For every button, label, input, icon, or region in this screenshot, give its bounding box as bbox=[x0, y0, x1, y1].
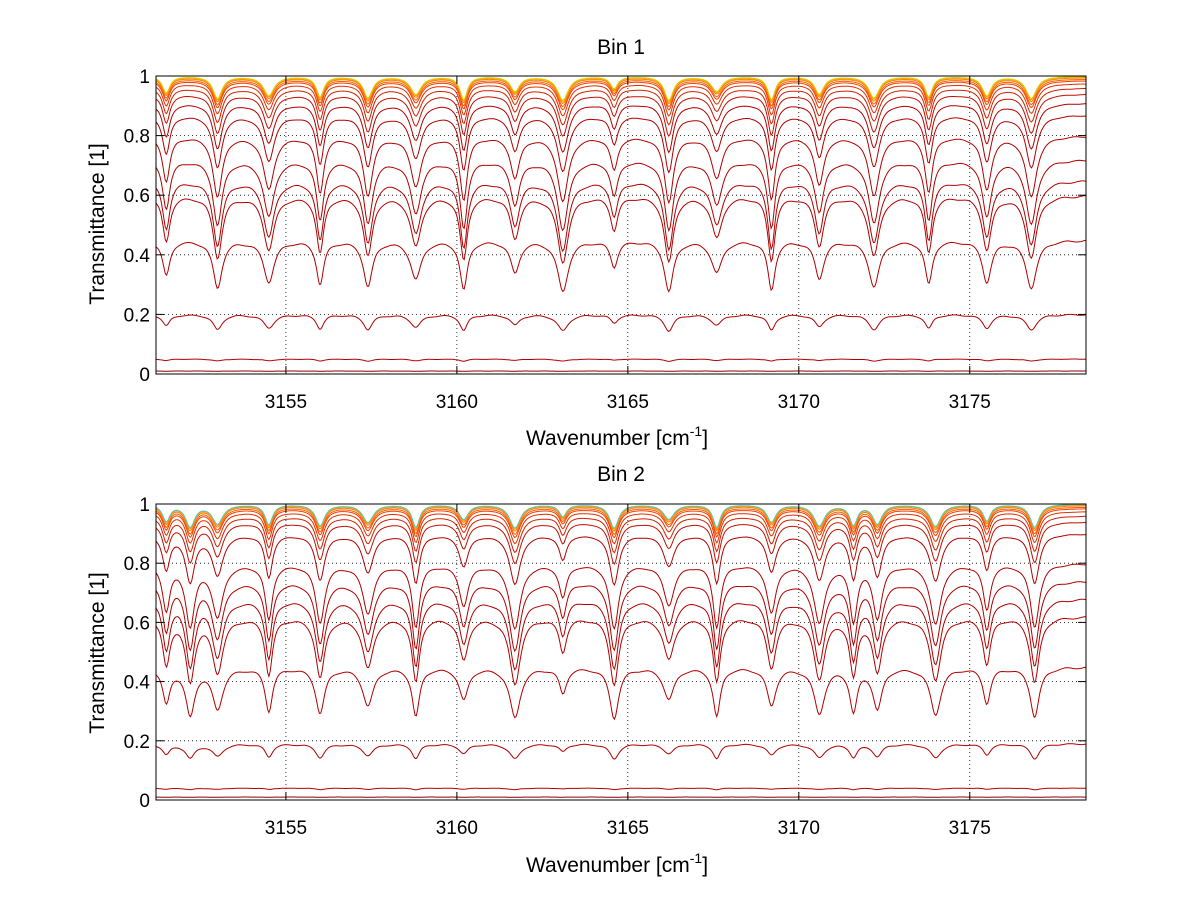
x-tick-label: 3160 bbox=[436, 818, 478, 839]
chart-panel-bin-2: Bin 2 3155 3160 3165 3170 3175 0 0.2 0.4 0.6 0.8… bbox=[86, 463, 1087, 877]
series-line bbox=[155, 80, 1087, 111]
x-tick-label: 3175 bbox=[949, 392, 991, 413]
series-line bbox=[155, 503, 1086, 529]
series-line bbox=[155, 616, 1086, 687]
x-tick-label: 3155 bbox=[265, 818, 307, 839]
series-line bbox=[155, 511, 1086, 545]
y-tick-label: 0 bbox=[139, 365, 150, 386]
series-line bbox=[155, 195, 1086, 264]
x-axis-label-close: ] bbox=[702, 427, 708, 450]
series-layer bbox=[155, 503, 1087, 801]
series-line bbox=[155, 666, 1087, 721]
x-tick-label: 3170 bbox=[778, 818, 820, 839]
y-tick-label: 0.2 bbox=[124, 305, 150, 326]
series-line bbox=[155, 180, 1087, 252]
series-line bbox=[155, 787, 1086, 791]
y-axis-label: Transmittance [1] bbox=[86, 143, 109, 304]
series-line bbox=[155, 239, 1087, 293]
y-tick-label: 0.2 bbox=[124, 732, 150, 753]
x-axis-label-text: Wavenumber [cm bbox=[526, 854, 690, 877]
series-line bbox=[155, 75, 1087, 102]
series-line bbox=[155, 159, 1087, 233]
series-line bbox=[155, 115, 1087, 174]
plot-frame bbox=[155, 503, 1087, 801]
series-line bbox=[155, 743, 1087, 760]
series-line bbox=[155, 358, 1086, 362]
y-axis-label: Transmittance [1] bbox=[86, 572, 109, 733]
series-line bbox=[155, 515, 1086, 554]
y-tick-label: 0.6 bbox=[124, 613, 150, 634]
x-axis-label-superscript: -1 bbox=[690, 850, 703, 866]
series-line bbox=[155, 88, 1086, 126]
series-line bbox=[155, 506, 1087, 536]
x-tick-label: 3165 bbox=[607, 818, 649, 839]
y-tick-label: 0.8 bbox=[124, 554, 150, 575]
x-tick-labels: 3155 3160 3165 3170 3175 bbox=[265, 818, 991, 839]
series-layer bbox=[155, 75, 1087, 375]
series-line bbox=[155, 103, 1087, 154]
y-tick-label: 0 bbox=[139, 791, 150, 812]
y-tick-label: 0.8 bbox=[124, 127, 150, 148]
series-line bbox=[155, 534, 1087, 586]
chart-title: Bin 1 bbox=[597, 36, 645, 59]
axes-layer bbox=[155, 75, 1087, 375]
series-line bbox=[155, 313, 1087, 332]
series-line bbox=[155, 598, 1087, 671]
axes-layer bbox=[155, 503, 1087, 801]
series-line bbox=[155, 521, 1087, 565]
y-tick-labels: 0 0.2 0.4 0.6 0.8 1 bbox=[124, 495, 151, 812]
series-line bbox=[155, 581, 1087, 653]
x-tick-label: 3165 bbox=[607, 392, 649, 413]
x-axis-label-superscript: -1 bbox=[690, 423, 703, 439]
x-tick-label: 3170 bbox=[778, 392, 820, 413]
x-axis-label-close: ] bbox=[702, 854, 708, 877]
y-tick-label: 0.6 bbox=[124, 186, 150, 207]
series-line bbox=[155, 83, 1086, 117]
series-line bbox=[155, 136, 1086, 205]
y-tick-label: 1 bbox=[139, 67, 150, 88]
y-tick-label: 0.4 bbox=[124, 246, 151, 267]
x-axis-label: Wavenumber [cm-1] bbox=[526, 850, 708, 877]
x-tick-label: 3155 bbox=[265, 392, 307, 413]
series-line bbox=[155, 93, 1087, 138]
y-tick-labels: 0 0.2 0.4 0.6 0.8 1 bbox=[124, 67, 151, 386]
series-line bbox=[155, 563, 1087, 631]
y-tick-label: 1 bbox=[139, 495, 150, 516]
plot-frame bbox=[155, 75, 1087, 375]
x-axis-label: Wavenumber [cm-1] bbox=[526, 423, 708, 450]
y-tick-label: 0.4 bbox=[124, 673, 151, 694]
x-tick-labels: 3155 3160 3165 3170 3175 bbox=[265, 392, 991, 413]
series-line bbox=[155, 508, 1086, 539]
series-line bbox=[155, 79, 1086, 108]
x-tick-label: 3160 bbox=[436, 392, 478, 413]
x-axis-label-text: Wavenumber [cm bbox=[526, 427, 690, 450]
x-tick-label: 3175 bbox=[949, 818, 991, 839]
chart-panel-bin-1: Bin 1 3155 3160 3165 3170 3175 0 0.2 0.4 0.6 0.8… bbox=[86, 36, 1087, 450]
chart-title: Bin 2 bbox=[597, 463, 645, 486]
series-line bbox=[155, 505, 1086, 532]
